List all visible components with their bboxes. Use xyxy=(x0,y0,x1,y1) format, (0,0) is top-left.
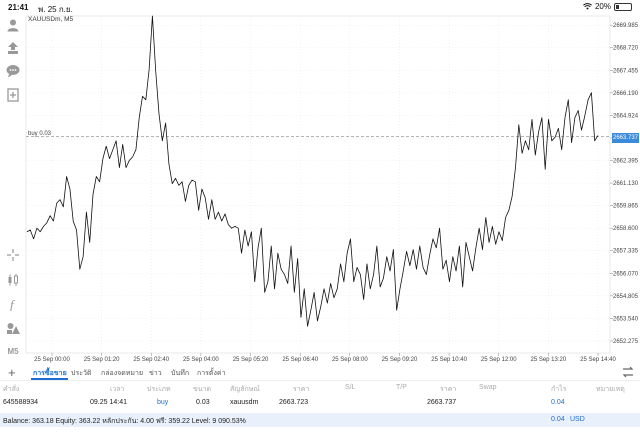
y-tick-label: 2652.275 xyxy=(613,339,639,345)
order-profit: 0.04 xyxy=(551,399,565,406)
x-tick-label: 25 Sep 02:40 xyxy=(133,357,169,363)
x-tick-label: 25 Sep 01:20 xyxy=(84,357,120,363)
x-tick-label: 25 Sep 14:40 xyxy=(580,357,616,363)
col-volume: ขนาด xyxy=(193,386,212,393)
order-volume: 0.03 xyxy=(196,399,210,406)
current-price-box: 2663.737 xyxy=(612,133,639,143)
swap-panel-icon[interactable] xyxy=(622,366,634,378)
bottom-tabs: + การซื้อขาย ประวัติ กล่องจดหมาย ข่าว บั… xyxy=(0,363,640,381)
price-line xyxy=(26,15,599,327)
crosshair-icon[interactable] xyxy=(4,246,22,264)
y-tick-label: 2661.130 xyxy=(613,181,639,187)
x-tick-label: 25 Sep 08:00 xyxy=(332,357,368,363)
col-type: ประเภท xyxy=(147,386,171,393)
y-tick-label: 2668.720 xyxy=(613,46,639,52)
y-tick-label: 2653.540 xyxy=(613,316,639,322)
col-current-price: ราคา xyxy=(440,386,457,393)
position-label: buy 0.03 xyxy=(28,131,52,137)
x-tick-label: 25 Sep 10:40 xyxy=(431,357,467,363)
col-swap: Swap xyxy=(479,384,497,391)
y-tick-label: 2658.600 xyxy=(613,226,639,232)
balance-summary: Balance: 363.18 Equity: 363.22 หลักประกั… xyxy=(3,418,246,425)
x-tick-label: 25 Sep 00:00 xyxy=(34,357,70,363)
status-time: 21:41 xyxy=(8,3,29,12)
status-date: พ. 25 ก.ย. xyxy=(38,5,73,14)
candles-icon[interactable] xyxy=(4,271,22,289)
x-tick-label: 25 Sep 09:20 xyxy=(382,357,418,363)
col-tp: T/P xyxy=(396,384,407,391)
tab-trade[interactable]: การซื้อขาย xyxy=(33,370,67,377)
x-tick-label: 25 Sep 04:00 xyxy=(183,357,219,363)
objects-icon[interactable] xyxy=(4,319,22,337)
battery-percent: 20% xyxy=(594,2,611,11)
chart-title: XAUUSDm, M5 xyxy=(28,16,74,23)
y-tick-label: 2656.070 xyxy=(613,271,639,277)
order-symbol: xauusdm xyxy=(230,399,259,406)
tab-history[interactable]: ประวัติ xyxy=(71,370,92,377)
table-row[interactable]: 645588934 09.25 14:41 buy 0.03 xauusdm 2… xyxy=(0,399,640,411)
x-tick-label: 25 Sep 06:40 xyxy=(282,357,318,363)
col-profit: กำไร xyxy=(551,386,567,393)
col-price: ราคา xyxy=(293,386,310,393)
account-currency: USD xyxy=(570,416,585,423)
chat-icon[interactable] xyxy=(4,62,22,80)
order-time: 09.25 14:41 xyxy=(90,399,127,406)
add-page-icon[interactable] xyxy=(4,86,22,104)
y-tick-label: 2669.985 xyxy=(613,23,639,29)
order-type: buy xyxy=(157,399,169,406)
status-right: 20% xyxy=(583,2,632,11)
left-toolbar: f M5 xyxy=(0,14,26,364)
battery-icon xyxy=(614,2,632,11)
orders-table-header: คำสั่ง เวลา ประเภท ขนาด สัญลักษณ์ ราคา S… xyxy=(0,384,640,394)
balance-bar: Balance: 363.18 Equity: 363.22 หลักประกั… xyxy=(0,413,640,427)
y-tick-label: 2667.455 xyxy=(613,68,639,74)
function-icon[interactable]: f xyxy=(4,295,22,313)
timeframe-label[interactable]: M5 xyxy=(7,346,19,356)
wifi-icon xyxy=(583,3,592,10)
total-profit: 0.04 xyxy=(551,416,565,423)
col-time: เวลา xyxy=(110,386,125,393)
x-tick-label: 25 Sep 05:20 xyxy=(233,357,269,363)
col-order: คำสั่ง xyxy=(3,386,20,393)
col-comment: หมายเหตุ xyxy=(596,386,625,393)
y-tick-label: 2654.805 xyxy=(613,294,639,300)
order-ticket: 645588934 xyxy=(3,399,39,406)
y-tick-label: 2657.335 xyxy=(613,249,639,255)
y-tick-label: 2662.395 xyxy=(613,159,639,165)
tab-settings[interactable]: การตั้งค่า xyxy=(197,370,226,377)
x-tick-label: 25 Sep 12:00 xyxy=(481,357,517,363)
x-tick-label: 25 Sep 13:20 xyxy=(531,357,567,363)
col-sl: S/L xyxy=(345,384,356,391)
status-bar: 21:41 พ. 25 ก.ย. 20% xyxy=(0,0,640,14)
plot-frame xyxy=(25,15,611,354)
col-symbol: สัญลักษณ์ xyxy=(230,386,260,393)
price-chart[interactable]: 2669.985 2668.720 2667.455 2666.190 2664.924… xyxy=(0,14,640,377)
active-tab-indicator xyxy=(31,378,68,380)
order-current-price: 2663.737 xyxy=(427,399,457,406)
svg-text:f: f xyxy=(10,297,16,311)
tab-journal[interactable]: บันทึก xyxy=(171,370,190,377)
add-tab-button[interactable]: + xyxy=(8,365,16,380)
y-tick-label: 2666.190 xyxy=(613,91,639,97)
transfer-icon[interactable] xyxy=(4,39,22,57)
tab-news[interactable]: ข่าว xyxy=(149,370,162,377)
user-icon[interactable] xyxy=(4,16,22,34)
order-open-price: 2663.723 xyxy=(279,399,309,406)
y-tick-label: 2659.865 xyxy=(613,204,639,210)
y-tick-label: 2664.924 xyxy=(613,113,639,119)
tab-mailbox[interactable]: กล่องจดหมาย xyxy=(101,370,144,377)
